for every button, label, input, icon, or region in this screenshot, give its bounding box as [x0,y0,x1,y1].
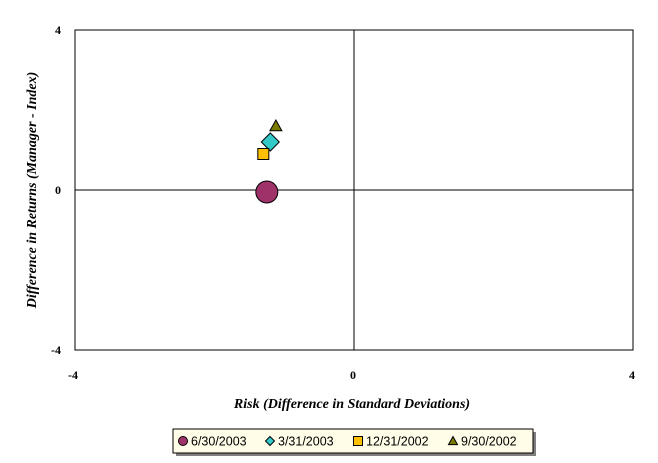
legend-marker-circle [178,436,188,446]
x-tick-label: -4 [68,368,78,382]
y-axis-title: Difference in Returns (Manager - Index) [25,72,40,310]
legend-marker-triangle [447,435,459,446]
y-tick-label: 0 [55,183,61,197]
legend-label: 6/30/2003 [191,435,247,449]
data-points [255,118,283,204]
legend-marker-diamond [264,435,276,447]
legend-label: 3/31/2003 [278,435,334,449]
y-tick-label: 4 [55,23,61,37]
data-point-triangle [269,118,283,132]
data-point-diamond [260,132,281,152]
legend-marker-square [353,436,363,446]
x-axis-title: Risk (Difference in Standard Deviations) [233,397,470,412]
legend: 6/30/2003 3/31/2003 12/31/2002 9/30/2002 [172,428,536,456]
legend-label: 9/30/2002 [461,435,517,449]
data-point-circle [255,180,279,204]
y-tick-label: -4 [51,343,61,357]
legend-label: 12/31/2002 [366,435,429,449]
x-tick-label: 4 [629,368,635,382]
x-tick-label: 0 [350,368,356,382]
data-point-square [257,148,270,160]
